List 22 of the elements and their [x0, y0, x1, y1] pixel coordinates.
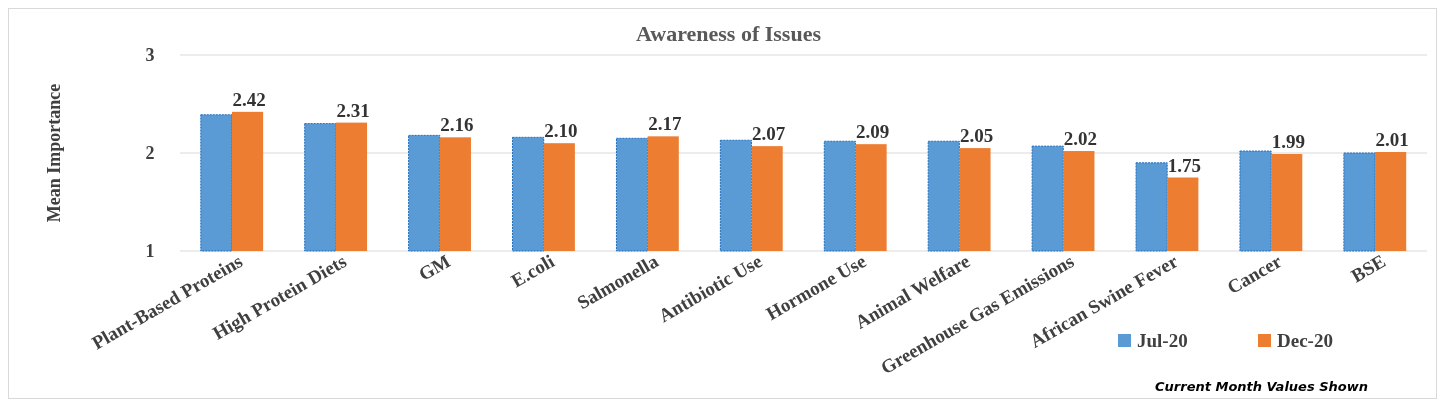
data-label: 2.02 [1063, 128, 1098, 150]
data-label: 2.31 [336, 99, 370, 121]
chart-title: Awareness of Issues [636, 21, 822, 46]
data-label: 1.75 [1167, 154, 1201, 176]
y-tick-label: 1 [145, 241, 155, 261]
text: Current Month Values Shown [1155, 379, 1368, 394]
x-tick-label: GM [414, 250, 454, 285]
data-label: 2.42 [232, 88, 266, 110]
x-tick-label: BSE [1347, 250, 1390, 287]
legend-label: Jul-20 [1137, 330, 1188, 351]
data-label: 2.16 [440, 114, 474, 136]
data-label: 2.10 [544, 120, 578, 142]
y-tick-label: 2 [145, 143, 155, 163]
data-label: 2.07 [752, 123, 786, 145]
data-label: 2.09 [855, 121, 890, 143]
data-label: 2.17 [648, 113, 682, 135]
y-axis-title: Mean Importance [44, 83, 64, 223]
data-label: 1.99 [1271, 130, 1305, 152]
data-label: 2.01 [1375, 129, 1409, 151]
legend-label: Dec-20 [1277, 330, 1333, 351]
y-tick-label: 3 [145, 45, 155, 65]
data-label: 2.05 [959, 125, 994, 147]
